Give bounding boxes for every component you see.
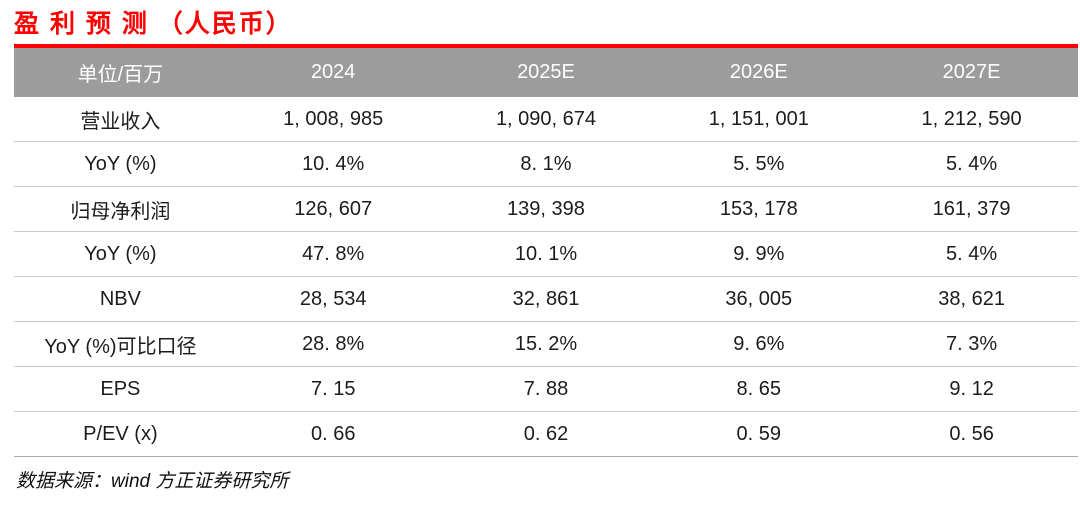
column-header-2027e: 2027E bbox=[942, 61, 1001, 83]
table-cell: 1, 008, 985 bbox=[283, 107, 384, 130]
table-cell: 8. 1% bbox=[520, 152, 572, 175]
table-cell: 47. 8% bbox=[302, 242, 365, 265]
table-row-revenue: 营业收入 1, 008, 985 1, 090, 674 1, 151, 001… bbox=[14, 97, 1078, 142]
column-header-2025e: 2025E bbox=[517, 61, 575, 83]
table-cell: 5. 4% bbox=[946, 242, 998, 265]
table-cell: 161, 379 bbox=[932, 197, 1011, 220]
table-row-revenue-yoy: YoY (%) 10. 4% 8. 1% 5. 5% 5. 4% bbox=[14, 142, 1078, 187]
table-cell: 5. 5% bbox=[733, 152, 785, 175]
table-cell: 10. 4% bbox=[302, 152, 365, 175]
table-cell: 15. 2% bbox=[514, 332, 578, 355]
table-row-net-profit: 归母净利润 126, 607 139, 398 153, 178 161, 37… bbox=[14, 187, 1078, 232]
table-cell: 28. 8% bbox=[302, 332, 365, 355]
column-header-2024: 2024 bbox=[310, 61, 356, 83]
row-label: NBV bbox=[99, 287, 141, 310]
table-cell: 1, 090, 674 bbox=[495, 107, 597, 130]
table-cell: 139, 398 bbox=[507, 197, 585, 220]
table-cell: 0. 56 bbox=[949, 422, 994, 445]
table-cell: 153, 178 bbox=[719, 197, 798, 220]
table-cell: 0. 62 bbox=[523, 422, 569, 445]
table-cell: 1, 212, 590 bbox=[921, 107, 1022, 130]
table-cell: 10. 1% bbox=[514, 242, 578, 265]
row-label: YoY (%)可比口径 bbox=[44, 335, 197, 358]
table-cell: 28, 534 bbox=[299, 287, 367, 310]
column-header-2026e: 2026E bbox=[729, 61, 788, 83]
table-cell: 9. 6% bbox=[733, 332, 785, 355]
row-label: EPS bbox=[100, 377, 141, 400]
row-label: 归母净利润 bbox=[70, 200, 171, 223]
table-cell: 7. 88 bbox=[523, 377, 569, 400]
row-label: P/EV (x) bbox=[83, 422, 158, 445]
table-row-pev: P/EV (x) 0. 66 0. 62 0. 59 0. 56 bbox=[14, 412, 1078, 457]
table-header-row: 单位/百万 2024 2025E 2026E 2027E bbox=[14, 48, 1078, 97]
table-row-nbv: NBV 28, 534 32, 861 36, 005 38, 621 bbox=[14, 277, 1078, 322]
table-cell: 7. 3% bbox=[946, 332, 998, 355]
table-cell: 36, 005 bbox=[725, 287, 793, 310]
table-cell: 32, 861 bbox=[512, 287, 580, 310]
table-cell: 8. 65 bbox=[736, 377, 782, 400]
table-cell: 0. 59 bbox=[736, 422, 782, 445]
data-source-note: 数据来源：wind 方正证券研究所 bbox=[16, 471, 289, 492]
table-cell: 0. 66 bbox=[310, 422, 356, 445]
table-cell: 126, 607 bbox=[294, 197, 373, 220]
row-label: YoY (%) bbox=[84, 152, 157, 175]
table-cell: 9. 12 bbox=[949, 377, 994, 400]
profit-forecast-table: 单位/百万 2024 2025E 2026E 2027E 营业收入 1, 008… bbox=[14, 44, 1078, 457]
table-cell: 9. 9% bbox=[733, 242, 785, 265]
table-row-eps: EPS 7. 15 7. 88 8. 65 9. 12 bbox=[14, 367, 1078, 412]
column-header-unit: 单位/百万 bbox=[77, 64, 164, 86]
table-row-nbv-yoy-comparable: YoY (%)可比口径 28. 8% 15. 2% 9. 6% 7. 3% bbox=[14, 322, 1078, 367]
table-cell: 1, 151, 001 bbox=[708, 107, 809, 130]
page-title: 盈 利 预 测 （人民币） bbox=[14, 10, 293, 38]
row-label: YoY (%) bbox=[84, 242, 157, 265]
table-cell: 7. 15 bbox=[310, 377, 356, 400]
row-label: 营业收入 bbox=[80, 110, 161, 133]
table-cell: 38, 621 bbox=[938, 287, 1005, 310]
table-cell: 5. 4% bbox=[946, 152, 998, 175]
table-row-net-profit-yoy: YoY (%) 47. 8% 10. 1% 9. 9% 5. 4% bbox=[14, 232, 1078, 277]
